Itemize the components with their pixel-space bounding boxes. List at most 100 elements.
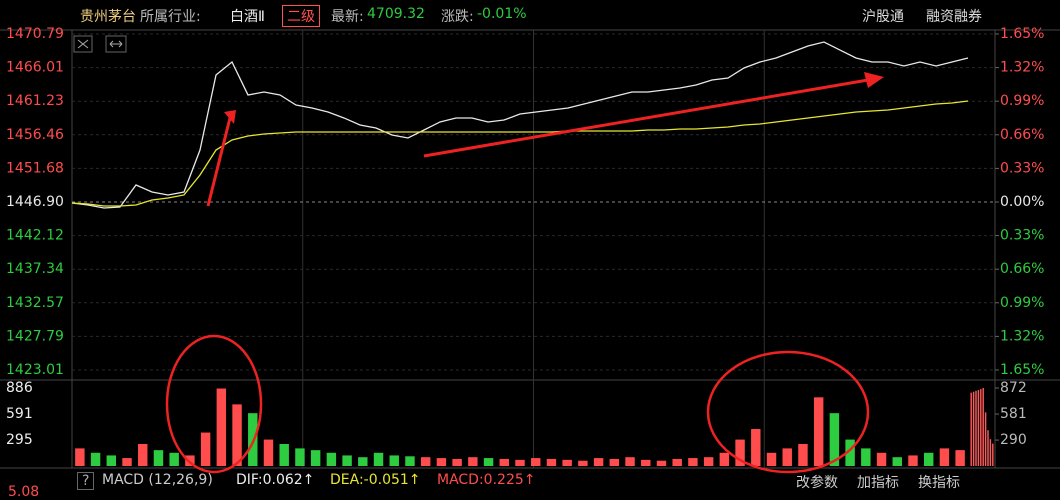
volume-bar xyxy=(90,452,101,466)
close-button[interactable] xyxy=(73,35,93,53)
button[interactable]: 换指标 xyxy=(918,475,960,491)
volume-bar xyxy=(989,439,992,466)
y-tick-label: 1427.79 xyxy=(6,328,64,344)
latest-price: 4709.32 xyxy=(367,6,425,22)
volume-bar xyxy=(923,452,934,466)
volume-bar xyxy=(468,457,478,466)
volume-bar xyxy=(310,450,321,466)
highlight-ellipse xyxy=(706,350,870,474)
y2-tick-label: 872 xyxy=(1000,380,1027,396)
y2-tick-label: 0.66% xyxy=(1000,261,1044,277)
volume-bar xyxy=(980,389,982,466)
dea: DEA:-0.051↑ xyxy=(330,472,421,488)
volume-bar xyxy=(829,413,840,466)
y2-tick-label: 0.99% xyxy=(1000,295,1044,311)
volume-bar xyxy=(122,458,132,466)
y-tick-label: 886 xyxy=(6,380,33,396)
volume-bar xyxy=(263,439,274,466)
y2-tick-label: 0.99% xyxy=(1000,93,1044,109)
volume-bar xyxy=(977,389,980,466)
y-tick-label: 1432.57 xyxy=(6,295,64,311)
y2-tick-label: 0.66% xyxy=(1000,127,1044,143)
volume-bar xyxy=(593,458,604,466)
y-tick-label: 1461.23 xyxy=(6,93,64,109)
volume-bar xyxy=(987,430,989,466)
expand-icon xyxy=(109,40,123,48)
volume-bar xyxy=(153,450,164,466)
volume-bar xyxy=(955,450,965,466)
volume-bar xyxy=(975,390,977,466)
y-tick-label: 295 xyxy=(6,432,33,448)
volume-bar xyxy=(75,448,85,466)
link[interactable]: 融资融券 xyxy=(926,9,982,25)
volume-bar xyxy=(703,457,714,466)
volume-bar xyxy=(342,455,352,466)
volume-bar xyxy=(405,456,415,466)
y2-tick-label: 0.33% xyxy=(1000,228,1044,244)
stock-name: 贵州茅台 xyxy=(80,9,136,25)
y2-tick-label: 1.65% xyxy=(1000,26,1044,42)
volume-bar xyxy=(452,458,462,466)
volume-bar xyxy=(562,459,572,466)
volume-bar xyxy=(326,452,337,466)
y2-tick-label: 1.32% xyxy=(1000,60,1044,76)
volume-bar xyxy=(992,443,994,466)
dif: DIF:0.062↑ xyxy=(236,472,315,488)
volume-bar xyxy=(515,459,525,466)
industry: 白酒Ⅱ xyxy=(230,9,265,25)
indicator-name[interactable]: MACD (12,26,9) xyxy=(102,472,213,488)
volume-bar xyxy=(389,455,399,466)
volume-bar xyxy=(798,443,808,466)
latest-label: 最新: xyxy=(331,9,364,25)
y-tick-label: 1423.01 xyxy=(6,362,64,378)
volume-bar xyxy=(578,460,588,466)
volume-bar xyxy=(970,392,972,466)
price-line xyxy=(71,41,969,209)
annotations xyxy=(165,72,884,474)
y2-tick-label: 0.00% xyxy=(1000,194,1044,210)
link[interactable]: 沪股通 xyxy=(862,9,904,25)
volume-bar xyxy=(939,448,950,466)
volume-bar xyxy=(138,443,148,466)
volume-bar xyxy=(200,432,211,466)
help-button[interactable]: ? xyxy=(77,472,95,490)
y-tick-label: 1470.79 xyxy=(6,26,64,42)
y2-tick-label: 1.32% xyxy=(1000,328,1044,344)
volume-bar xyxy=(766,452,777,466)
volume-bar xyxy=(531,458,541,466)
volume-bar xyxy=(279,443,289,466)
y-tick-label: 1437.34 xyxy=(6,261,64,277)
y2-tick-label: 581 xyxy=(1000,406,1027,422)
volume-bar xyxy=(373,452,384,466)
volume-bar xyxy=(876,452,887,466)
y-tick-label: 1442.12 xyxy=(6,228,64,244)
volume-bar xyxy=(782,448,792,466)
volume-bar xyxy=(546,458,557,466)
volume-bar xyxy=(625,457,635,466)
volume-bar xyxy=(735,439,745,466)
volume-bar xyxy=(641,459,651,466)
volume-bar xyxy=(216,388,227,466)
y2-tick-label: 290 xyxy=(1000,432,1027,448)
volume-bar xyxy=(420,457,431,466)
highlight-ellipse xyxy=(165,334,263,474)
volume-bar xyxy=(861,448,871,466)
volume-bar xyxy=(984,412,987,466)
volume-bar xyxy=(908,455,918,466)
industry-level[interactable]: 二级 xyxy=(282,5,320,27)
arrow xyxy=(423,78,869,158)
macd: MACD:0.225↑ xyxy=(437,472,536,488)
volume-bar xyxy=(656,460,667,466)
volume-bar xyxy=(719,452,730,466)
button[interactable]: 加指标 xyxy=(857,475,899,491)
volume-bar xyxy=(295,448,305,466)
y-tick-label: 591 xyxy=(6,406,33,422)
y2-tick-label: 0.33% xyxy=(1000,160,1044,176)
expand-button[interactable] xyxy=(105,35,127,53)
volume-bar xyxy=(892,457,902,466)
button[interactable]: 改参数 xyxy=(796,475,838,491)
volume-bar xyxy=(185,455,195,466)
change-label: 涨跌: xyxy=(441,9,474,25)
